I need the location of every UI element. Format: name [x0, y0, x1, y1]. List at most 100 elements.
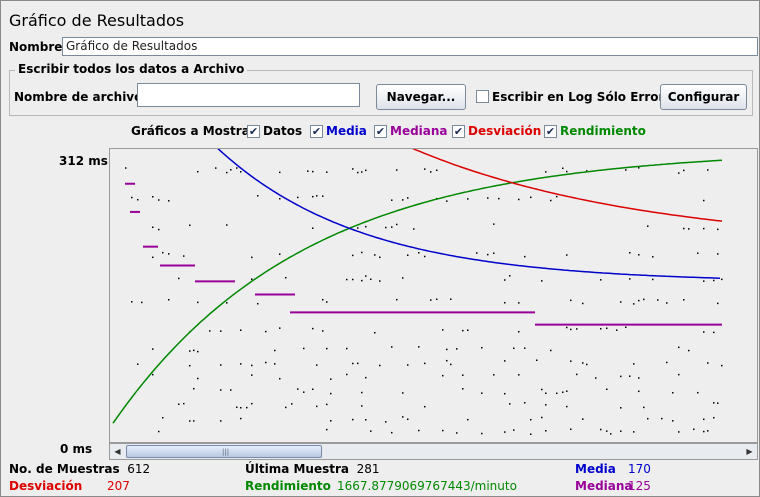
data-point	[303, 347, 305, 350]
data-point	[509, 275, 511, 277]
data-point	[352, 418, 354, 421]
data-point	[462, 329, 464, 332]
show-throughput-checkbox[interactable]: ✔	[544, 125, 557, 138]
data-point	[582, 362, 584, 364]
data-point	[274, 363, 276, 365]
data-point	[683, 227, 685, 230]
show-median-checkbox[interactable]: ✔	[374, 125, 387, 138]
configure-button[interactable]: Configurar	[660, 84, 747, 110]
data-point	[530, 433, 532, 435]
data-point	[297, 196, 299, 199]
data-point	[189, 350, 191, 352]
data-point	[346, 373, 348, 376]
data-point	[606, 388, 608, 391]
data-point	[312, 170, 314, 173]
data-point	[721, 364, 723, 367]
data-point	[570, 328, 572, 331]
data-point	[436, 169, 438, 172]
deviation-line	[412, 149, 723, 222]
data-point	[251, 374, 253, 376]
data-point	[407, 418, 409, 421]
data-point	[442, 429, 444, 432]
data-point	[678, 431, 680, 433]
name-input[interactable]: Gráfico de Resultados	[62, 37, 758, 56]
data-point	[518, 198, 520, 201]
data-point	[576, 328, 578, 330]
chart-horizontal-scrollbar[interactable]: ◀ ||| ▶	[109, 443, 758, 460]
data-point	[125, 167, 127, 169]
data-point	[297, 388, 299, 390]
data-point	[566, 390, 568, 392]
data-point	[197, 301, 199, 304]
data-point	[550, 199, 552, 202]
grip-icon: |||	[222, 448, 230, 456]
browse-button[interactable]: Navegar...	[376, 84, 466, 110]
data-point	[703, 418, 705, 421]
data-point	[481, 346, 483, 349]
filename-label: Nombre de archivo	[14, 90, 143, 104]
data-point	[688, 349, 690, 352]
scrollbar-thumb[interactable]: |||	[126, 445, 322, 458]
data-point	[251, 364, 253, 367]
data-point	[610, 433, 612, 435]
data-point	[137, 363, 139, 365]
median-value: 125	[628, 479, 651, 493]
throughput-stat: Rendimiento 1667.8779069767443/minuto	[245, 479, 517, 493]
data-point	[193, 349, 195, 352]
data-point	[168, 298, 170, 301]
data-point	[450, 363, 452, 366]
data-point	[326, 301, 328, 303]
data-point	[566, 254, 568, 256]
data-point	[562, 391, 564, 394]
show-data-checkbox[interactable]: ✔	[247, 125, 260, 138]
data-point	[703, 199, 705, 202]
data-point	[545, 392, 547, 395]
show-data-label: Datos	[263, 124, 303, 138]
data-point	[556, 195, 558, 198]
data-point	[562, 167, 564, 170]
data-point	[152, 348, 154, 350]
errors-only-label: Escribir en Log Sólo Errores	[492, 90, 680, 104]
data-point	[678, 346, 680, 349]
data-point	[652, 278, 654, 281]
data-point	[570, 428, 572, 430]
panel-title: Gráfico de Resultados	[9, 11, 185, 30]
data-point	[545, 430, 547, 432]
data-point	[326, 171, 328, 173]
data-point	[493, 223, 495, 225]
data-point	[693, 428, 695, 431]
data-point	[638, 377, 640, 379]
show-deviation-label: Desviación	[468, 124, 542, 138]
scroll-left-arrow-icon[interactable]: ◀	[114, 447, 121, 456]
average-line	[217, 149, 721, 279]
data-point	[291, 403, 293, 405]
data-point	[274, 349, 276, 352]
data-point	[476, 252, 478, 254]
data-point	[361, 279, 363, 282]
data-point	[240, 407, 242, 409]
data-point	[279, 197, 281, 200]
data-point	[226, 171, 228, 174]
data-point	[509, 403, 511, 405]
y-axis-max-label: 312 ms	[59, 154, 108, 168]
data-point	[556, 392, 558, 395]
graphs-to-show-label: Gráficos a Mostrar	[131, 124, 256, 138]
data-point	[226, 224, 228, 226]
data-point	[647, 417, 649, 420]
data-point	[446, 359, 448, 362]
data-point	[189, 224, 191, 227]
errors-only-checkbox[interactable]	[476, 90, 489, 103]
scroll-right-arrow-icon[interactable]: ▶	[746, 447, 753, 456]
data-point	[430, 171, 432, 173]
data-point	[446, 200, 448, 202]
data-point	[545, 404, 547, 406]
show-throughput-label: Rendimiento	[560, 124, 646, 138]
data-point	[193, 387, 195, 390]
filename-input[interactable]	[137, 83, 360, 107]
data-point	[487, 197, 489, 199]
data-point	[481, 392, 483, 394]
data-point	[666, 302, 668, 304]
show-deviation-checkbox[interactable]: ✔	[452, 125, 465, 138]
show-average-checkbox[interactable]: ✔	[310, 125, 323, 138]
data-point	[541, 280, 543, 282]
